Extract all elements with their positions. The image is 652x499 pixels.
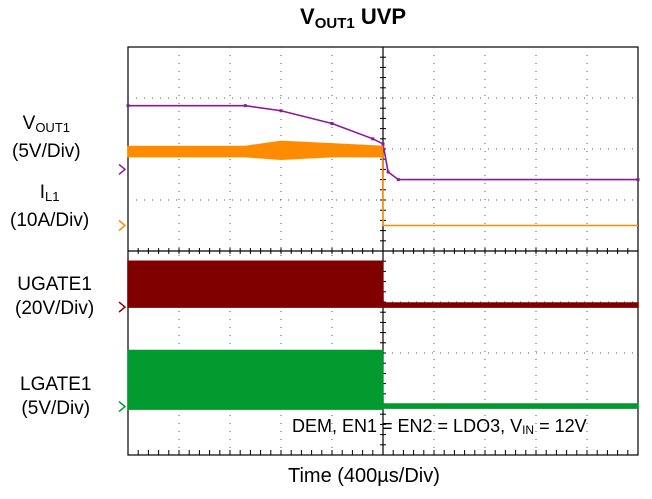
series-vout1-point <box>330 122 334 125</box>
series-vout1-point <box>381 142 385 146</box>
channel-label-il1: IL1 (10A/Div) <box>10 182 90 231</box>
series-lgate1 <box>127 349 639 410</box>
series-vout1-point <box>243 104 247 108</box>
channel-label-lgate1: LGATE1 (5V/Div) <box>20 374 92 419</box>
channel-marker-ugate1 <box>118 301 127 313</box>
series-ugate1 <box>127 260 639 308</box>
channel-label-vout1: VOUT1 (5V/Div) <box>12 113 81 162</box>
series-vout1-point <box>636 178 640 182</box>
channel-marker-vout1 <box>118 163 127 175</box>
series-vout1-point <box>279 109 283 113</box>
test-condition: DEM, EN1 = EN2 = LDO3, VIN = 12V <box>292 416 587 437</box>
channel-marker-lgate1 <box>118 400 127 413</box>
series-vout1-point <box>396 178 400 182</box>
series-vout1-point <box>386 170 390 174</box>
channel-marker-il1 <box>118 219 127 232</box>
channel-label-ugate1: UGATE1 (20V/Div) <box>15 274 95 319</box>
series-vout1-point <box>126 104 130 108</box>
x-axis-label: Time (400µs/Div) <box>288 465 440 487</box>
series-il1 <box>127 140 638 227</box>
chart-title: VOUT1 UVP <box>300 4 407 32</box>
series-vout1-point <box>371 137 375 141</box>
